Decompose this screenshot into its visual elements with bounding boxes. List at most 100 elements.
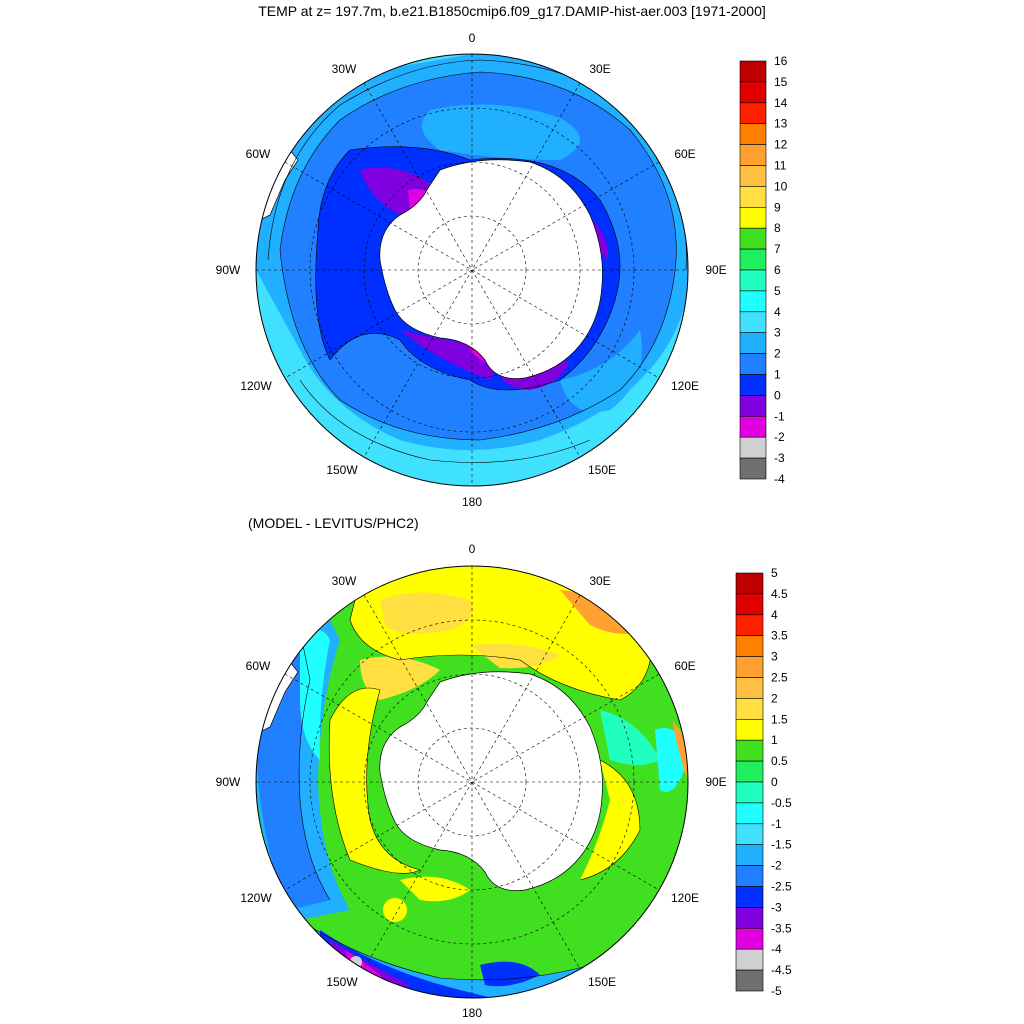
top-lon-label: 60W [246,147,271,161]
top-lon-label: 120E [671,379,699,393]
top-lon-label: 90E [705,263,726,277]
top-colorbar-swatch [739,207,767,229]
top-colorbar-label: 12 [774,138,788,152]
bottom-colorbar-label: 3 [771,650,778,664]
bottom-colorbar-swatch [735,677,764,699]
top-lon-label: 30W [332,62,357,76]
top-colorbar-swatch [739,374,767,396]
top-colorbar-swatch [739,353,767,375]
bottom-colorbar-label: 4.5 [771,587,788,601]
top-colorbar-label: 13 [774,117,788,131]
top-colorbar-label: 8 [774,221,781,235]
top-colorbar-label: -3 [774,451,785,465]
bottom-lon-label: 30E [589,574,610,588]
bottom-colorbar-label: -4 [771,942,782,956]
top-lon-label: 0 [469,31,476,45]
bottom-colorbar-swatch [735,760,764,783]
top-colorbar-label: 0 [774,388,781,402]
bottom-lon-label: 30W [332,574,357,588]
bottom-colorbar-label: 4 [771,608,778,622]
top-colorbar-swatch [739,457,767,480]
top-colorbar-swatch [739,290,767,313]
top-colorbar-swatch [739,248,767,271]
bottom-lon-label: 90E [705,775,726,789]
bottom-lon-label: 120W [240,891,272,905]
bottom-colorbar-label: 0.5 [771,754,788,768]
top-colorbar-swatch [739,227,767,250]
bottom-colorbar-label: -3.5 [771,921,792,935]
bottom-colorbar-swatch [735,948,764,971]
bottom-colorbar-label: -3 [771,900,782,914]
bottom-lon-label: 150E [588,975,616,989]
bottom-colorbar-label: 0 [771,775,778,789]
top-colorbar-label: 4 [774,305,781,319]
bottom-colorbar-label: 1 [771,733,778,747]
top-longitude-labels: 0 30E 60E 90E 120E 150E 180 150W 120W 90… [216,31,727,509]
bottom-polar-map [255,565,689,999]
bottom-lon-label: 60W [246,659,271,673]
bottom-colorbar-swatch [735,865,764,887]
top-colorbar-swatch [739,332,767,354]
top-colorbar-swatch [739,415,767,438]
difference-subtitle: (MODEL - LEVITUS/PHC2) [248,515,419,531]
top-lon-label: 30E [589,62,610,76]
bottom-colorbar-swatch [735,823,764,845]
top-lon-label: 150E [588,463,616,477]
bottom-lon-label: 90W [216,775,241,789]
top-colorbar-label: 7 [774,242,781,256]
bottom-colorbar-label: -1 [771,817,782,831]
bottom-longitude-labels: 0 30E 60E 90E 120E 150E 180 150W 120W 90… [216,542,727,1020]
top-colorbar-swatch [739,186,767,208]
top-colorbar-label: -2 [774,430,785,444]
bottom-colorbar-swatch [735,614,764,636]
bottom-lon-label: 120E [671,891,699,905]
top-lon-label: 180 [462,495,482,509]
bottom-colorbar-label: -1.5 [771,838,792,852]
bottom-colorbar: 5 4.5 4 3.5 3 2.5 2 1.5 1 0.5 0 -0.5 -1 -1.5 -2 -2.5 -3 -… [735,566,792,998]
bottom-colorbar-swatch [735,802,764,825]
bottom-colorbar-swatch [735,886,764,908]
bottom-colorbar-label: -5 [771,984,782,998]
bottom-lon-label: 0 [469,542,476,556]
bottom-colorbar-swatch [735,718,764,741]
top-colorbar-label: 5 [774,284,781,298]
bottom-colorbar-label: -2.5 [771,880,792,894]
bottom-colorbar-swatch [735,781,764,804]
top-lon-label: 60E [674,147,695,161]
top-colorbar-label: 14 [774,96,788,110]
bottom-colorbar-label: 1.5 [771,712,788,726]
top-lon-label: 150W [326,463,358,477]
figure-title: TEMP at z= 197.7m, b.e21.B1850cmip6.f09_… [258,3,766,19]
top-colorbar-swatch [739,60,767,83]
top-colorbar-swatch [739,102,767,125]
bottom-colorbar-swatch [735,593,764,616]
top-lon-label: 120W [240,379,272,393]
top-lon-label: 90W [216,263,241,277]
bottom-lon-label: 60E [674,659,695,673]
bottom-colorbar-swatch [735,969,764,992]
top-colorbar-swatch [739,165,767,187]
top-colorbar-swatch [739,123,767,145]
top-colorbar-label: 10 [774,179,788,193]
bottom-colorbar-label: -4.5 [771,963,792,977]
bottom-colorbar-label: 3.5 [771,629,788,643]
bottom-colorbar-swatch [735,698,764,720]
bottom-colorbar-label: -0.5 [771,796,792,810]
bottom-colorbar-swatch [735,635,764,657]
top-colorbar-label: 2 [774,347,781,361]
top-colorbar-label: 11 [774,159,787,173]
bottom-colorbar-swatch [735,907,764,929]
bottom-colorbar-swatch [735,739,764,762]
top-colorbar-label: -4 [774,472,785,486]
top-colorbar-label: 6 [774,263,781,277]
bottom-colorbar-swatch [735,844,764,866]
bottom-lon-label: 180 [462,1006,482,1020]
bottom-colorbar-swatch [735,656,764,678]
top-colorbar-label: 9 [774,200,781,214]
top-colorbar-swatch [739,81,767,104]
top-colorbar-label: 15 [774,75,788,89]
bottom-colorbar-swatch [735,927,764,950]
bottom-colorbar-swatch [735,572,764,595]
